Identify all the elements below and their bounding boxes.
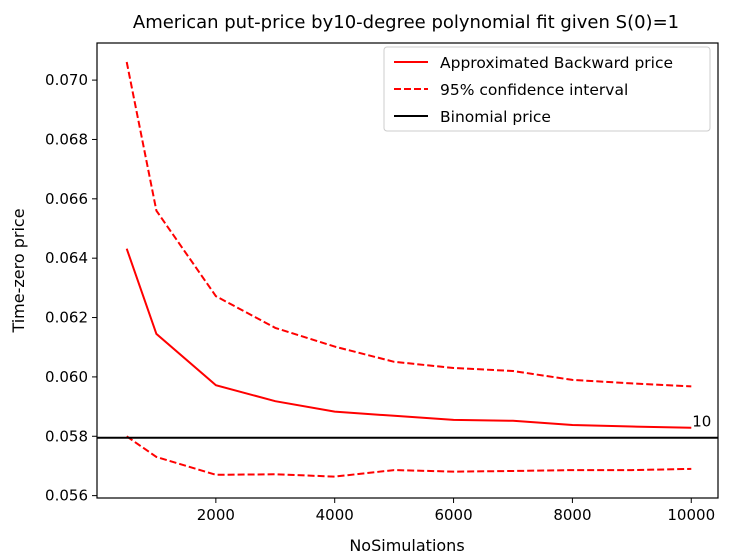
y-tick-label: 0.056 [45, 487, 88, 505]
legend: Approximated Backward price 95% confiden… [383, 46, 711, 132]
legend-box [383, 46, 711, 132]
y-tick-label: 0.066 [45, 190, 88, 208]
x-tick-label: 6000 [434, 506, 472, 524]
y-tick-label: 0.070 [45, 71, 88, 89]
y-tick-label: 0.068 [45, 130, 88, 148]
legend-label-binomial-price: Binomial price [440, 108, 551, 126]
x-axis-label: NoSimulations [349, 536, 464, 555]
legend-label-confidence-interval: 95% confidence interval [440, 81, 628, 99]
y-tick-label: 0.060 [45, 368, 88, 386]
x-axis: 2000 4000 6000 8000 10000 [197, 498, 715, 524]
series-line-2 [126, 435, 692, 478]
x-tick-label: 2000 [197, 506, 235, 524]
chart-title: American put-price by10-degree polynomia… [133, 12, 679, 33]
legend-label-approximated-backward-price: Approximated Backward price [440, 54, 673, 72]
y-tick-label: 0.062 [45, 309, 88, 327]
x-tick-label: 4000 [316, 506, 354, 524]
y-axis: 0.056 0.058 0.060 0.062 0.064 0.066 0.068 0.070 [45, 71, 97, 505]
series-line-0 [125, 248, 692, 429]
plot-frame [96, 42, 719, 499]
plot-area [97, 61, 718, 478]
y-tick-label: 0.064 [45, 249, 88, 267]
y-tick-label: 0.058 [45, 427, 88, 445]
y-axis-label: Time-zero price [9, 208, 28, 333]
series-line-1 [125, 61, 692, 388]
annotation-label: 10 [692, 413, 711, 431]
x-tick-label: 10000 [667, 506, 715, 524]
x-tick-label: 8000 [553, 506, 591, 524]
